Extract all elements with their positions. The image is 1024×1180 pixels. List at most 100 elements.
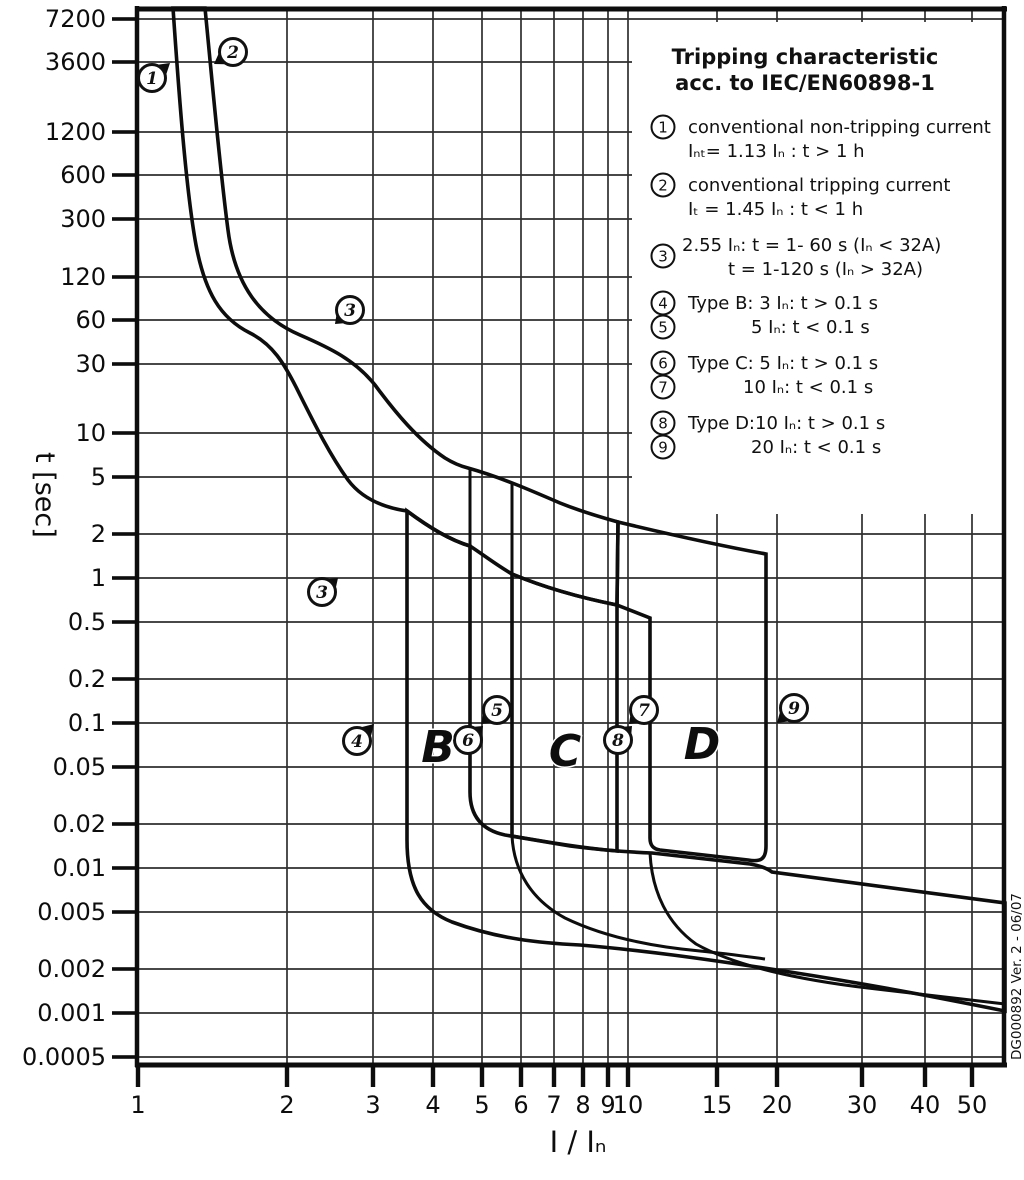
legend-number: 9 (658, 439, 668, 457)
y-tick-label: 60 (75, 306, 106, 334)
y-tick-label: 7200 (45, 5, 106, 33)
legend-number: 4 (658, 295, 668, 313)
x-tick (714, 1065, 720, 1087)
x-tick (605, 1065, 611, 1087)
y-tick-label: 0.0005 (22, 1043, 106, 1071)
legend-label: t = 1-120 s (Iₙ > 32A) (728, 259, 923, 280)
x-tick-label: 9 (600, 1091, 615, 1119)
y-tick-label: 0.02 (53, 810, 106, 838)
marker-number: 7 (638, 701, 650, 721)
x-tick-label: 2 (279, 1091, 294, 1119)
marker-circle-1 (137, 63, 167, 93)
y-tick (112, 532, 137, 536)
band-label-D: D (684, 719, 721, 770)
x-tick-label: 40 (910, 1091, 941, 1119)
y-axis-title: t [sec] (29, 452, 60, 538)
x-tick (625, 1065, 631, 1087)
legend-circle-1 (650, 114, 676, 140)
marker-number: 1 (146, 69, 158, 89)
y-tick-label: 0.2 (68, 665, 106, 693)
legend-label: conventional non-tripping current (688, 117, 991, 138)
band-label-B: B (421, 722, 455, 773)
legend: 1 conventional non-tripping current Iₙₜ= 1… (650, 114, 991, 460)
legend-label: 10 Iₙ: t < 0.1 s (743, 377, 873, 398)
y-axis: 7200 3600 1200 600 300 120 60 30 10 5 2 1 0.5 0.2 0.1 0… (22, 5, 137, 1071)
y-tick (112, 217, 137, 221)
y-tick-label: 0.002 (37, 955, 106, 983)
legend-circle-5 (650, 314, 676, 340)
x-tick-label: 10 (613, 1091, 644, 1119)
marker-circle-8 (603, 725, 633, 755)
y-tick (112, 721, 137, 725)
y-tick-label: 600 (60, 161, 106, 189)
y-tick (112, 677, 137, 681)
marker-number: 2 (226, 43, 239, 63)
c-min-hook-curve (510, 835, 766, 961)
legend-number: 8 (658, 415, 668, 433)
legend-number: 5 (658, 319, 668, 337)
y-tick (112, 275, 137, 279)
y-tick (112, 60, 137, 64)
y-tick (112, 17, 137, 21)
x-tick (922, 1065, 928, 1087)
y-tick (112, 130, 137, 134)
marker-number: 8 (611, 731, 624, 751)
legend-number: 6 (658, 355, 668, 373)
legend-label: conventional tripping current (688, 175, 951, 196)
legend-number: 3 (658, 248, 668, 266)
legend-label: 5 Iₙ: t < 0.1 s (751, 317, 870, 338)
chart-title-line1: Tripping characteristic (672, 45, 939, 69)
x-tick-label: 8 (575, 1091, 590, 1119)
grid (137, 9, 1005, 1065)
legend-label: Iₜ = 1.45 Iₙ : t < 1 h (688, 199, 863, 220)
y-tick (112, 1011, 137, 1015)
marker-circle-7 (629, 695, 659, 725)
y-tick (112, 318, 137, 322)
x-tick-label: 6 (513, 1091, 528, 1119)
legend-circle-3 (650, 243, 676, 269)
marker-circle-2 (218, 37, 248, 67)
marker-number: 5 (491, 701, 503, 721)
legend-label: Type C: 5 Iₙ: t > 0.1 s (687, 353, 878, 374)
legend-label: Type D:10 Iₙ: t > 0.1 s (687, 413, 885, 434)
legend-number: 1 (658, 119, 668, 137)
y-tick (112, 866, 137, 870)
y-tick-label: 0.5 (68, 608, 106, 636)
legend-circle-2 (650, 172, 676, 198)
y-tick (112, 910, 137, 914)
y-tick-label: 1 (91, 564, 106, 592)
x-tick (580, 1065, 586, 1087)
y-tick (112, 620, 137, 624)
x-tick-label: 4 (425, 1091, 440, 1119)
d-min-hook-curve (648, 852, 1006, 1006)
legend-label: Iₙₜ= 1.13 Iₙ : t > 1 h (688, 141, 865, 162)
band-label-C: C (549, 726, 581, 777)
x-tick-label: 7 (546, 1091, 561, 1119)
y-tick (112, 475, 137, 479)
x-tick (774, 1065, 780, 1087)
legend-number: 2 (658, 177, 668, 195)
legend-circle-7 (650, 374, 676, 400)
x-tick-label: 1 (130, 1091, 145, 1119)
y-tick (112, 362, 137, 366)
marker-circle-3 (335, 295, 365, 325)
x-tick-label: 15 (702, 1091, 733, 1119)
y-tick (112, 173, 137, 177)
marker-number: 3 (344, 301, 356, 321)
y-tick-label: 3600 (45, 48, 106, 76)
x-tick (430, 1065, 436, 1087)
y-tick (112, 967, 137, 971)
x-tick-label: 5 (474, 1091, 489, 1119)
legend-number: 7 (658, 379, 668, 397)
marker-circle-4 (342, 726, 372, 756)
x-tick-label: 20 (762, 1091, 793, 1119)
y-tick-label: 30 (75, 350, 106, 378)
y-tick-label: 1200 (45, 118, 106, 146)
x-tick-label: 30 (847, 1091, 878, 1119)
y-tick-label: 0.1 (68, 709, 106, 737)
y-tick (112, 431, 137, 435)
y-tick-label: 120 (60, 263, 106, 291)
y-tick-label: 5 (91, 463, 106, 491)
